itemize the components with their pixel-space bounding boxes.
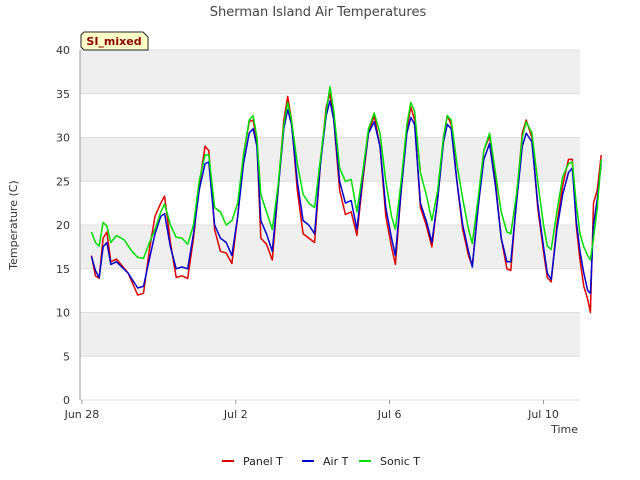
y-axis-ticks: 0 5 10 15 20 25 30 35 40 [56,44,70,407]
legend-label: Sonic T [380,455,420,468]
y-tick-label: 40 [56,44,70,57]
x-axis-ticks: Jun 28 Jul 2 Jul 6 Jul 10 [64,400,559,421]
y-tick-label: 0 [63,394,70,407]
dataset-tag: SI_mixed [80,31,149,51]
plot-band [80,137,580,182]
y-tick-label: 35 [56,88,70,101]
series-line-panel-t [90,93,602,314]
y-tick-label: 15 [56,263,70,276]
legend-label: Panel T [243,455,283,468]
x-tick-label: Jul 2 [223,408,248,421]
y-tick-label: 25 [56,175,70,188]
plot-band [80,356,580,400]
series-line-air-t [90,99,602,295]
plot-band [80,225,580,269]
x-tick-label: Jul 6 [377,408,402,421]
dataset-tag-box [80,31,149,51]
legend-label: Air T [323,455,349,468]
x-axis-label: Time [550,423,578,436]
y-tick-label: 5 [63,350,70,363]
gridlines [80,49,580,401]
legend: Panel T Air T Sonic T [222,455,420,468]
plot-band [80,268,580,313]
y-tick-label: 20 [56,219,70,232]
x-tick-label: Jul 10 [527,408,559,421]
plot-band [80,312,580,357]
chart-title: Sherman Island Air Temperatures [210,5,427,20]
series-line-sonic-t [90,86,602,261]
x-tick-label: Jun 28 [64,408,100,421]
y-tick-label: 30 [56,132,70,145]
y-tick-label: 10 [56,307,70,320]
dataset-tag-label: SI_mixed [86,35,141,48]
series-lines [90,86,602,314]
y-axis-label: Temperature (C) [7,180,20,270]
